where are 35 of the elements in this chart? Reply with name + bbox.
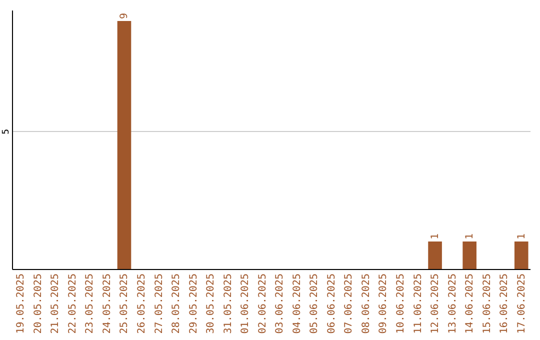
x-tick-label: 05.06.2025 [309,274,320,334]
x-tick-label: 15.06.2025 [482,274,493,334]
data-label: 1 [516,233,528,240]
x-tick-label: 20.05.2025 [32,274,44,334]
x-tick-label: 10.06.2025 [396,274,406,334]
x-tick-label: 14.06.2025 [464,274,476,334]
data-label: 9 [119,12,130,20]
data-label: 1 [430,233,442,240]
x-tick-label: 23.05.2025 [84,274,96,334]
x-tick-label: 29.05.2025 [188,274,200,334]
x-tick-label: 30.05.2025 [206,274,217,334]
x-tick-label: 17.06.2025 [516,274,528,334]
x-tick-label: 13.06.2025 [447,274,458,334]
x-tick-label: 07.06.2025 [344,274,355,334]
x-tick-label: 09.06.2025 [378,274,390,334]
x-tick-label: 08.06.2025 [360,274,372,334]
x-tick-label: 03.06.2025 [274,274,286,334]
x-tick-label: 01.06.2025 [240,274,252,334]
x-tick-label: 04.06.2025 [292,274,303,334]
y-tick-label: 5 [2,129,12,134]
x-tick-label: 21.05.2025 [50,274,62,334]
x-tick-label: 27.05.2025 [154,274,165,334]
x-tick-label: 06.06.2025 [326,274,338,334]
x-tick-label: 26.05.2025 [136,274,148,334]
x-tick-label: 02.06.2025 [257,274,268,334]
data-label: 1 [464,233,476,240]
x-tick-label: 11.06.2025 [412,274,424,334]
x-tick-label: 19.05.2025 [16,274,27,334]
x-tick-label: 22.05.2025 [67,274,78,334]
x-tick-label: 16.06.2025 [499,274,510,334]
x-tick-label: 31.05.2025 [222,274,234,334]
x-tick-label: 24.05.2025 [102,274,113,334]
x-tick-label: 28.05.2025 [171,274,182,334]
x-tick-label: 12.06.2025 [430,274,442,334]
x-tick-label: 25.05.2025 [119,274,130,334]
